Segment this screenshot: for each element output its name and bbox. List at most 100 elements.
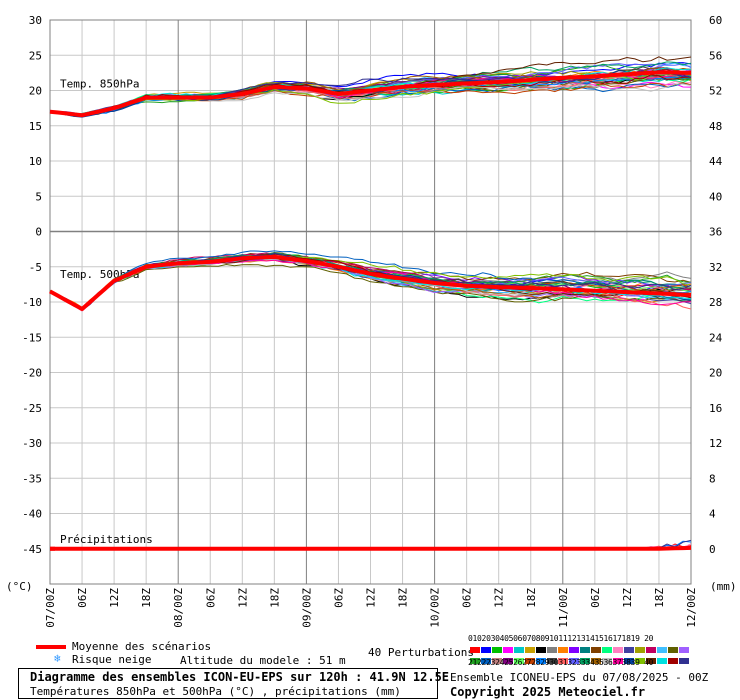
x-tick-label: 07/00Z [44,588,57,628]
member-swatch [580,647,590,653]
x-tick-label: 18Z [140,588,153,608]
member-swatch [679,647,689,653]
member-line [49,250,692,309]
right-tick-label: 40 [709,190,722,203]
y-tick-label: -40 [22,508,42,521]
member-swatch [492,658,502,664]
right-tick-label: 28 [709,296,722,309]
mean-line-precip [50,545,692,551]
member-swatch [624,658,634,664]
y-tick-label: -10 [22,296,42,309]
x-tick-label: 18Z [268,588,281,608]
member-swatch [602,658,612,664]
x-tick-label: 18Z [525,588,538,608]
member-swatch [613,647,623,653]
x-tick-label: 12Z [365,588,378,608]
member-swatch [481,647,491,653]
member-swatch [624,647,634,653]
panel-label-t850: Temp. 850hPa [60,78,139,91]
x-tick-label: 06Z [204,588,217,608]
right-tick-label: 36 [709,226,722,239]
member-swatch [569,647,579,653]
right-tick-label: 48 [709,120,722,133]
member-swatch [657,658,667,664]
copyright: Copyright 2025 Meteociel.fr [450,685,646,699]
y-tick-label: -45 [22,543,42,556]
y-tick-label: 0 [35,226,42,239]
title-box [18,668,438,699]
mean-legend-label: Moyenne des scénarios [72,640,212,653]
right-tick-label: 12 [709,437,722,450]
member-numbers-row-1: 01020304050607080910111213141516171819 2… [468,634,654,643]
right-tick-label: 4 [709,508,716,521]
member-swatch [481,658,491,664]
right-tick-label: 16 [709,402,722,415]
mean-legend-swatch [36,645,66,649]
right-tick-label: 8 [709,472,716,485]
right-tick-label: 0 [709,543,716,556]
member-swatch [525,647,535,653]
panel-label-precip: Précipitations [60,533,153,546]
member-numbers-row-2: 21222324252627282930313233343536373839 4… [468,658,654,667]
member-swatch [646,658,656,664]
x-tick-label: 06Z [589,588,602,608]
x-tick-label: 12Z [108,588,121,608]
x-tick-label: 18Z [653,588,666,608]
y-tick-label: -5 [29,261,42,274]
y-tick-label: 10 [29,155,42,168]
member-swatch [536,658,546,664]
run-info: Ensemble ICONEU-EPS du 07/08/2025 - 00Z [450,671,709,684]
member-swatch [492,647,502,653]
y-tick-label: -20 [22,367,42,380]
right-tick-label: 60 [709,14,722,27]
altitude-label: Altitude du modele : 51 m [180,654,346,667]
member-swatch [525,658,535,664]
x-tick-label: 12Z [236,588,249,608]
snow-legend-label: Risque neige [72,653,152,666]
member-swatch [503,647,513,653]
member-swatch [470,647,480,653]
member-swatch [569,658,579,664]
x-tick-label: 06Z [332,588,345,608]
x-tick-label: 18Z [397,588,410,608]
right-tick-label: 44 [709,155,723,168]
right-tick-label: 52 [709,85,722,98]
y-tick-label: 30 [29,14,42,27]
right-tick-label: 56 [709,49,722,62]
member-swatch [635,647,645,653]
chart-title: Diagramme des ensembles ICON-EU-EPS sur … [30,670,450,684]
x-tick-label: 06Z [76,588,89,608]
mean-line-t500 [49,254,692,311]
y-tick-label: -35 [22,472,42,485]
member-swatch [547,658,557,664]
left-unit-label: (°C) [6,580,33,593]
y-tick-label: 25 [29,49,42,62]
x-tick-label: 12/00Z [685,588,698,628]
x-tick-label: 09/00Z [300,588,313,628]
member-swatch [591,647,601,653]
member-swatch [591,658,601,664]
x-tick-label: 12Z [493,588,506,608]
member-swatch [547,647,557,653]
y-tick-label: 15 [29,120,42,133]
member-swatch [668,647,678,653]
right-tick-label: 20 [709,367,722,380]
right-tick-label: 32 [709,261,722,274]
member-swatch [503,658,513,664]
member-swatch [558,658,568,664]
member-color-grid [470,645,690,667]
right-unit-label: (mm) [710,580,737,593]
member-swatch [613,658,623,664]
member-swatch [657,647,667,653]
x-tick-label: 08/00Z [172,588,185,628]
member-swatch [635,658,645,664]
member-swatch [514,647,524,653]
mean-line-t850 [49,70,692,118]
member-swatch [646,647,656,653]
member-swatch [580,658,590,664]
x-tick-label: 11/00Z [557,588,570,628]
member-swatch [514,658,524,664]
y-tick-label: 20 [29,85,42,98]
member-swatch [536,647,546,653]
